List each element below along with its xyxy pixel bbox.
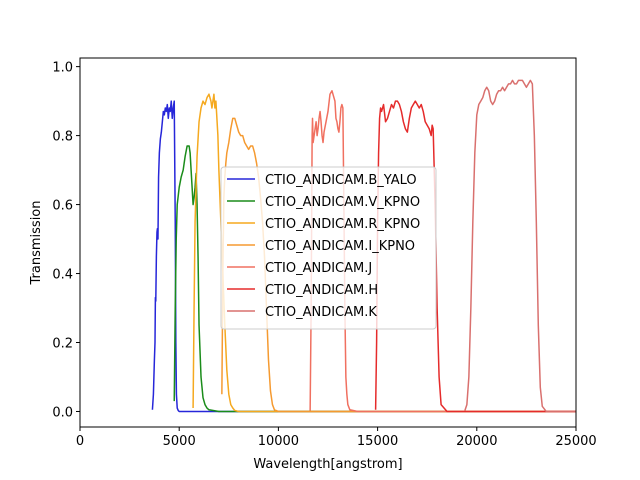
- legend-label: CTIO_ANDICAM.B_YALO: [265, 173, 417, 188]
- legend-label: CTIO_ANDICAM.K: [265, 305, 377, 320]
- x-tick-label: 20000: [456, 434, 497, 449]
- series-line-1: [151, 100, 576, 413]
- series-line-3: [192, 93, 576, 413]
- series-line-7: [464, 79, 576, 413]
- x-axis: 0 5000 10000 15000 20000 25000: [76, 427, 597, 449]
- legend-label: CTIO_ANDICAM.V_KPNO: [265, 195, 420, 210]
- legend-label: CTIO_ANDICAM.R_KPNO: [265, 217, 420, 232]
- series-lines: [151, 79, 576, 413]
- x-axis-label: Wavelength[angstrom]: [253, 457, 402, 472]
- axes-frame: [79, 57, 577, 428]
- legend-label: CTIO_ANDICAM.H: [265, 283, 378, 298]
- x-tick-label: 0: [76, 434, 84, 449]
- series-line-2: [173, 145, 576, 413]
- x-tick-label: 5000: [163, 434, 196, 449]
- legend-label: CTIO_ANDICAM.I_KPNO: [265, 239, 415, 254]
- y-tick-label: 1.0: [52, 61, 73, 76]
- y-tick-label: 0.2: [52, 337, 73, 352]
- y-tick-label: 0.0: [52, 405, 73, 420]
- x-tick-label: 10000: [258, 434, 299, 449]
- series-line-5: [309, 90, 576, 413]
- legend: CTIO_ANDICAM.B_YALO CTIO_ANDICAM.V_KPNO CT…: [220, 166, 437, 330]
- legend-box: [220, 166, 437, 330]
- y-axis-label: Transmission: [29, 201, 44, 286]
- y-axis: 0.0 0.2 0.4 0.6 0.8 1.0: [52, 61, 80, 420]
- y-tick-label: 0.8: [52, 130, 73, 145]
- y-tick-label: 0.4: [52, 268, 73, 283]
- series-line-6: [374, 100, 576, 413]
- series-line-4: [221, 117, 576, 413]
- legend-label: CTIO_ANDICAM.J: [265, 261, 372, 276]
- x-tick-label: 15000: [357, 434, 398, 449]
- x-tick-label: 25000: [555, 434, 596, 449]
- y-tick-label: 0.6: [52, 199, 73, 214]
